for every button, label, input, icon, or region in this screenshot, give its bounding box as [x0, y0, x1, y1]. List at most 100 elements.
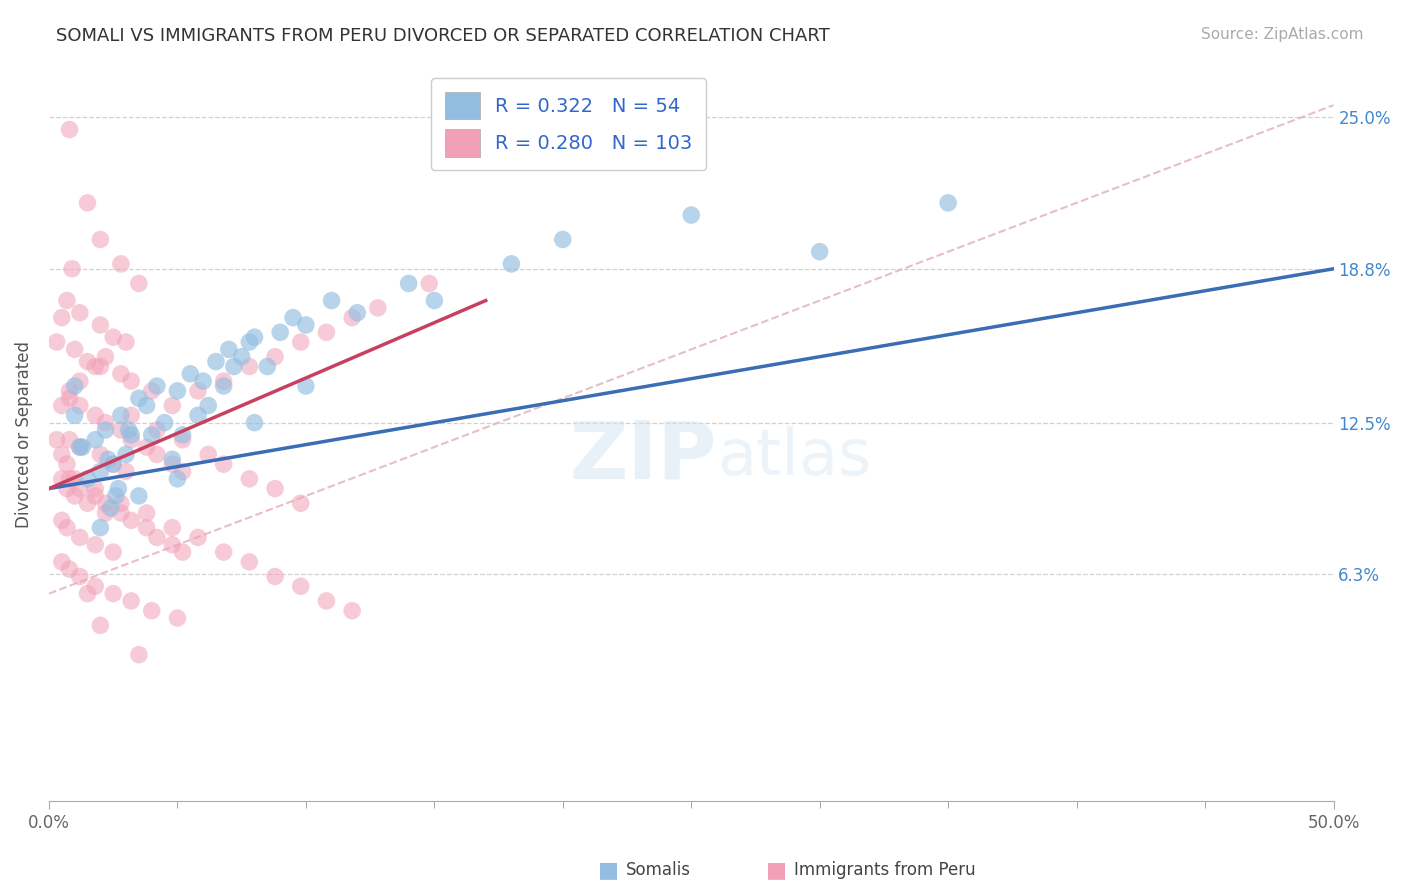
Point	[172, 545, 194, 559]
Point	[58, 562, 80, 576]
Point	[76, 586, 98, 600]
Point	[51, 555, 73, 569]
Point	[97, 452, 120, 467]
Point	[269, 326, 291, 340]
Point	[321, 293, 343, 308]
Point	[51, 513, 73, 527]
Point	[146, 423, 169, 437]
Point	[56, 521, 79, 535]
Point	[290, 579, 312, 593]
Point	[141, 428, 163, 442]
Point	[56, 482, 79, 496]
Point	[63, 343, 86, 357]
Point	[84, 538, 107, 552]
Point	[110, 496, 132, 510]
Point	[222, 359, 245, 374]
Point	[84, 579, 107, 593]
Text: SOMALI VS IMMIGRANTS FROM PERU DIVORCED OR SEPARATED CORRELATION CHART: SOMALI VS IMMIGRANTS FROM PERU DIVORCED …	[56, 27, 830, 45]
Point	[69, 531, 91, 545]
Point	[128, 277, 150, 291]
Point	[69, 374, 91, 388]
Point	[238, 555, 260, 569]
Point	[89, 521, 111, 535]
Point	[69, 440, 91, 454]
Point	[162, 538, 184, 552]
Text: ZIP: ZIP	[569, 417, 717, 496]
Point	[69, 569, 91, 583]
Point	[315, 594, 337, 608]
Point	[94, 350, 117, 364]
Point	[51, 472, 73, 486]
Point	[340, 604, 363, 618]
Point	[120, 594, 142, 608]
Point	[84, 433, 107, 447]
Point	[187, 531, 209, 545]
Point	[290, 496, 312, 510]
Point	[89, 359, 111, 374]
Point	[51, 310, 73, 325]
Point	[63, 472, 86, 486]
Point	[117, 423, 139, 437]
Point	[936, 195, 959, 210]
Point	[69, 482, 91, 496]
Point	[51, 447, 73, 461]
Point	[56, 293, 79, 308]
Point	[128, 391, 150, 405]
Point	[110, 423, 132, 437]
Point	[141, 604, 163, 618]
Point	[187, 409, 209, 423]
Point	[76, 472, 98, 486]
Point	[63, 379, 86, 393]
Point	[103, 457, 125, 471]
Point	[340, 310, 363, 325]
Point	[58, 472, 80, 486]
Point	[89, 465, 111, 479]
Legend: R = 0.322   N = 54, R = 0.280   N = 103: R = 0.322 N = 54, R = 0.280 N = 103	[432, 78, 706, 170]
Point	[146, 447, 169, 461]
Point	[681, 208, 703, 222]
Point	[58, 433, 80, 447]
Point	[212, 457, 235, 471]
Point	[191, 374, 214, 388]
Point	[367, 301, 389, 315]
Point	[315, 326, 337, 340]
Point	[45, 334, 67, 349]
Point	[76, 354, 98, 368]
Point	[63, 489, 86, 503]
Point	[60, 261, 83, 276]
Point	[501, 257, 523, 271]
Point	[135, 440, 157, 454]
Text: Somalis: Somalis	[626, 861, 690, 879]
Text: Source: ZipAtlas.com: Source: ZipAtlas.com	[1201, 27, 1364, 42]
Point	[89, 447, 111, 461]
Point	[205, 354, 228, 368]
Point	[94, 416, 117, 430]
Point	[166, 472, 188, 486]
Point	[172, 465, 194, 479]
Point	[69, 399, 91, 413]
Point	[146, 531, 169, 545]
Point	[84, 489, 107, 503]
Point	[100, 501, 122, 516]
Point	[218, 343, 240, 357]
Point	[115, 447, 138, 461]
Point	[172, 428, 194, 442]
Point	[187, 384, 209, 398]
Point	[104, 489, 127, 503]
Point	[172, 433, 194, 447]
Point	[115, 465, 138, 479]
Point	[107, 482, 129, 496]
Point	[110, 257, 132, 271]
Point	[103, 330, 125, 344]
Point	[69, 440, 91, 454]
Point	[110, 367, 132, 381]
Point	[58, 122, 80, 136]
Point	[115, 334, 138, 349]
Point	[281, 310, 304, 325]
Point	[120, 433, 142, 447]
Point	[45, 433, 67, 447]
Point	[423, 293, 446, 308]
Point	[418, 277, 440, 291]
Point	[89, 618, 111, 632]
Point	[264, 482, 287, 496]
